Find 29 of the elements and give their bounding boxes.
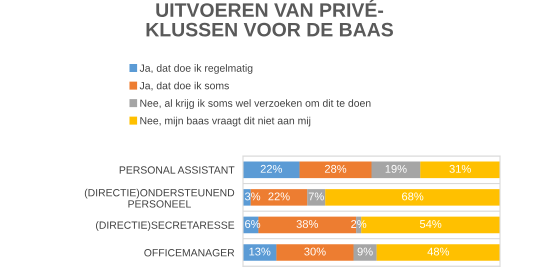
- data-label: 9%: [358, 248, 373, 256]
- bar: [300, 162, 372, 178]
- chart-title: UITVOEREN VAN PRIVÉ- KLUSSEN VOOR DE BAAS: [146, 0, 393, 37]
- bar: [420, 162, 500, 178]
- legend-label: Nee, al krijg ik soms wel verzoeken om dit te doen: [140, 99, 370, 109]
- bar: [372, 162, 420, 178]
- bar: [243, 162, 300, 178]
- data-label: 54%: [420, 220, 442, 228]
- legend-label: Nee, mijn baas vraagt dit niet aan mij: [140, 116, 310, 126]
- data-label: 7%: [308, 192, 324, 200]
- y-tick-label: (DIRECTIE)SECRETARESSE: [96, 221, 234, 231]
- data-label: 13%: [249, 248, 270, 256]
- data-label: 22%: [268, 192, 290, 200]
- data-label: 19%: [386, 164, 407, 173]
- data-label: 68%: [402, 192, 424, 200]
- data-label: 31%: [449, 164, 471, 173]
- bar: [325, 189, 500, 206]
- legend-label: Ja, dat doe ik soms: [140, 82, 229, 91]
- y-tick-label: PERSONAL ASSISTANT: [120, 166, 234, 174]
- data-label: 48%: [427, 248, 450, 256]
- y-tick-label: (DIRECTIE)ONDERSTEUNEND PERSONEEL: [84, 188, 234, 208]
- bar: [376, 244, 500, 261]
- data-label: 28%: [324, 164, 346, 173]
- data-label: 22%: [260, 164, 282, 173]
- y-tick-label: OFFICEMANAGER: [144, 249, 234, 256]
- data-label: 38%: [296, 220, 318, 228]
- legend-label: Ja, dat doe ik regelmatig: [140, 64, 252, 74]
- data-label: 30%: [304, 248, 326, 256]
- bar: [276, 244, 354, 261]
